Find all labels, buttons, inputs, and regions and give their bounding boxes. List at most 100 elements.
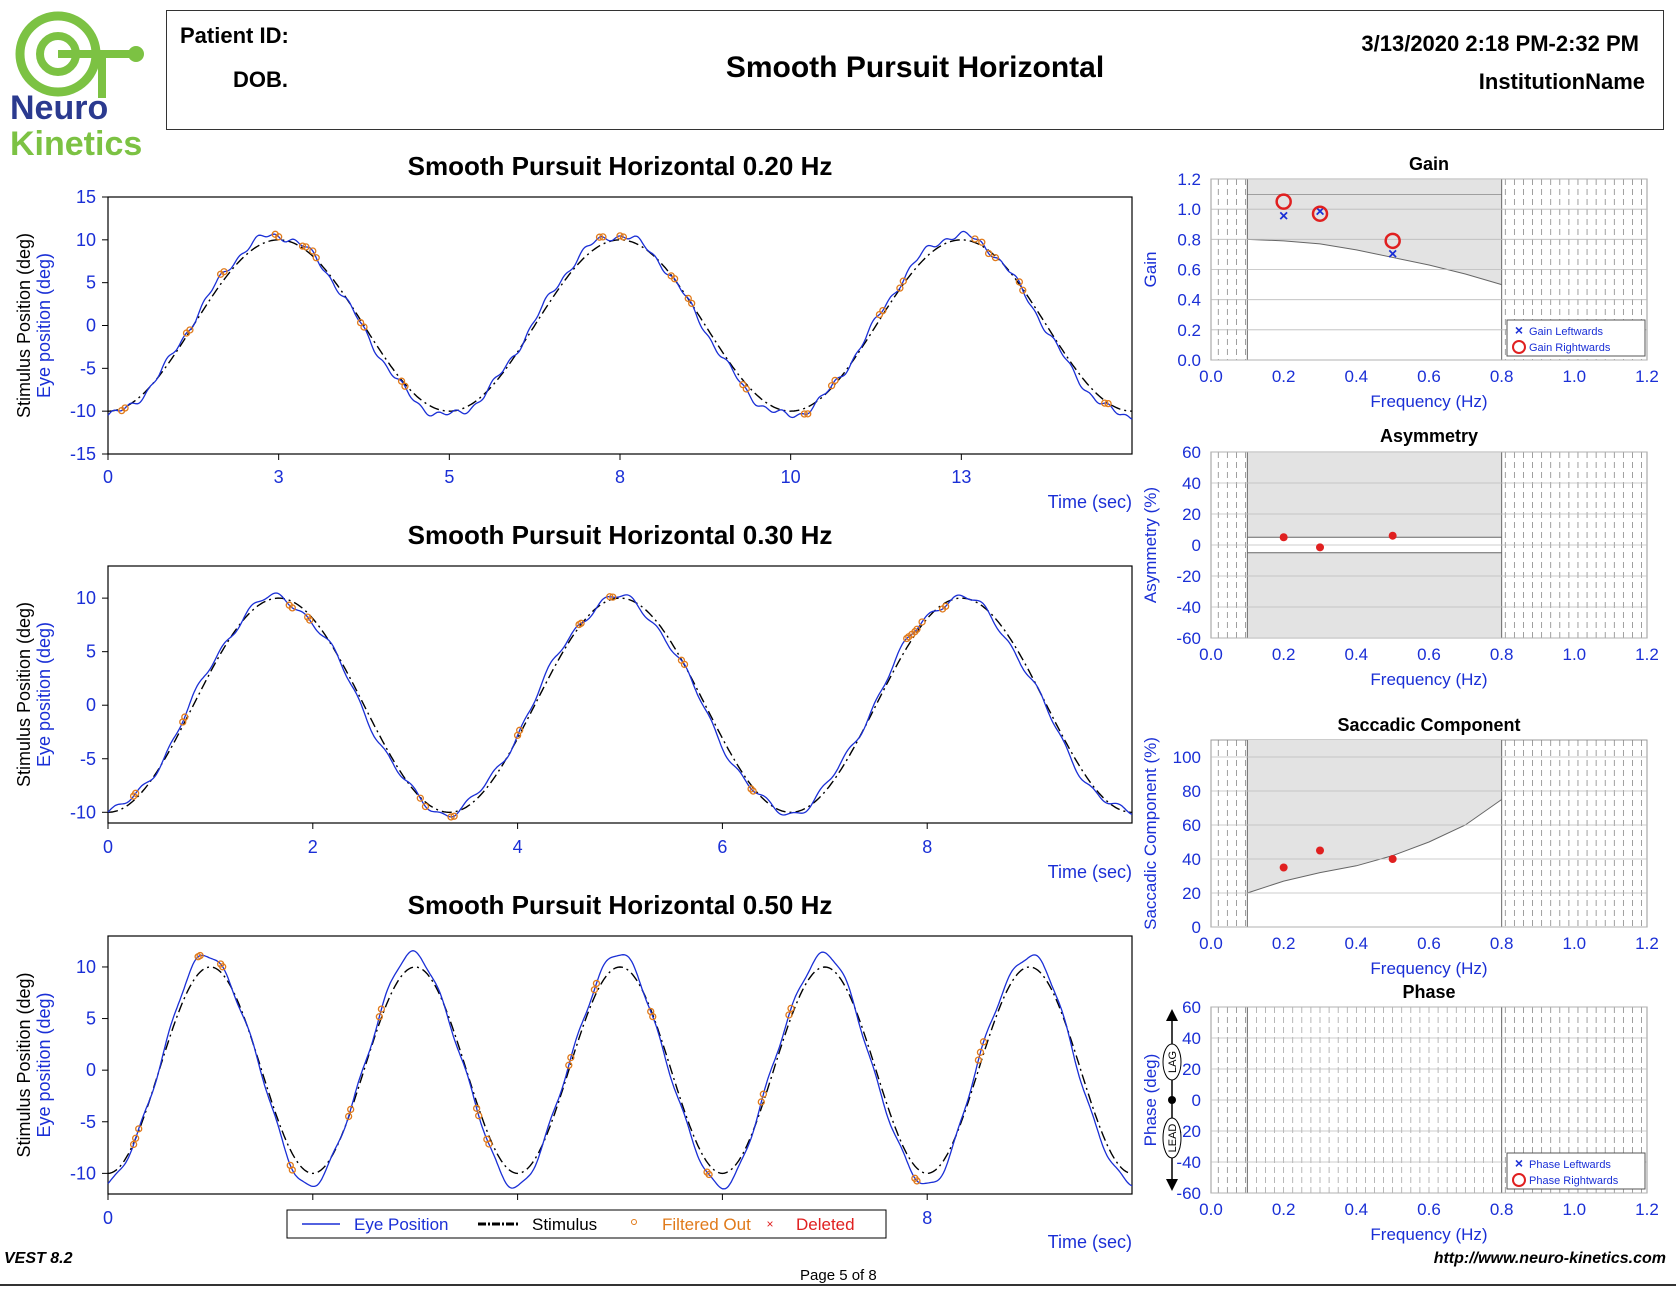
data-point: [1388, 855, 1397, 863]
filtered-out-point: [749, 787, 757, 795]
y-tick-label: -10: [70, 401, 96, 421]
filtered-out-point: [670, 275, 679, 283]
y-tick-label: 1.2: [1177, 170, 1201, 189]
phase-zero-dot: [1168, 1096, 1176, 1104]
x-tick-label: 0: [103, 837, 113, 857]
y-tick-label: 10: [76, 957, 96, 977]
filtered-out-point: [616, 232, 624, 240]
x-tick-label: 1.0: [1563, 1200, 1587, 1219]
filtered-out-point: [515, 726, 524, 734]
logo-line1: Neuro: [10, 89, 109, 127]
arrow-up-icon: [1166, 1009, 1178, 1021]
x-tick-label: 1.2: [1635, 367, 1659, 386]
filtered-out-point: [447, 813, 455, 821]
x-tick-label: 1.2: [1635, 1200, 1659, 1219]
y-tick-label: 0: [86, 1060, 96, 1080]
filtered-out-point: [879, 306, 887, 315]
y-tick-label: -20: [1176, 1122, 1201, 1141]
x-tick-label: 13: [951, 467, 971, 487]
filtered-out-point: [475, 1112, 483, 1120]
data-point: [1316, 846, 1324, 855]
x-axis-label: Frequency (Hz): [1370, 670, 1487, 689]
y-axis-label-eye: Eye position (deg): [34, 622, 54, 767]
upper-shade: [1247, 179, 1502, 195]
legend-deleted-swatch: ×: [766, 1217, 773, 1231]
x-tick-label: 8: [922, 1208, 932, 1228]
y-tick-label: 0.2: [1177, 321, 1201, 340]
filtered-out-point: [747, 785, 755, 793]
chart-title: Smooth Pursuit Horizontal 0.20 Hz: [408, 151, 833, 181]
y-axis-label: Gain: [1141, 252, 1160, 288]
y-axis-label-eye: Eye position (deg): [34, 992, 54, 1137]
y-tick-label: -10: [70, 1163, 96, 1183]
time-chart-sp020: Smooth Pursuit Horizontal 0.20 Hz151050-…: [14, 151, 1133, 512]
summary-title: Asymmetry: [1380, 426, 1478, 446]
filtered-out-point: [1101, 399, 1109, 407]
stimulus-series: [107, 597, 1133, 813]
filtered-out-point: [131, 1134, 140, 1142]
gain-left-point: ×: [1315, 204, 1324, 221]
filtered-out-point: [288, 604, 296, 612]
summary-chart-gain: Gain 0.0 0.2 0.4 0.6 0.8 1.0 1.2 0.0 0.2 0.4 0.6 0.8…: [1141, 154, 1659, 411]
y-tick-label: -5: [80, 358, 96, 378]
filtered-out-point: [978, 238, 986, 246]
y-tick-label: -60: [1176, 629, 1201, 648]
x-axis-label: Time (sec): [1048, 862, 1132, 882]
y-tick-label: 0: [1192, 918, 1201, 937]
y-tick-label: 80: [1182, 782, 1201, 801]
filtered-out-point: [619, 233, 628, 241]
filtered-out-point: [913, 1177, 921, 1185]
filtered-out-point: [416, 794, 424, 802]
x-tick-label: 0.4: [1345, 1200, 1369, 1219]
x-axis-label: Time (sec): [1048, 1232, 1132, 1252]
y-tick-label: 0: [86, 695, 96, 715]
filtered-out-point: [121, 404, 129, 412]
plot-frame: [107, 565, 1133, 824]
y-tick-label: -10: [70, 802, 96, 822]
report-header: Patient ID: DOB. Smooth Pursuit Horizont…: [166, 10, 1664, 130]
y-axis-label-stimulus: Stimulus Position (deg): [14, 233, 34, 418]
logo-line2: Kinetics: [10, 125, 143, 163]
filtered-out-point: [288, 1166, 296, 1174]
legend-right-label: Gain Rightwards: [1529, 342, 1611, 354]
legend-right-swatch: [1512, 1173, 1526, 1187]
filtered-out-point: [302, 243, 310, 251]
abnormal-region: [1247, 740, 1502, 893]
gain-right-point: [1384, 232, 1401, 250]
data-point: [1388, 531, 1397, 540]
filtered-out-point: [298, 242, 307, 250]
filtered-out-point: [312, 254, 320, 262]
legend-left-label: Phase Leftwards: [1529, 1159, 1611, 1171]
filtered-out-point: [831, 376, 839, 385]
y-tick-label: 20: [1182, 1060, 1201, 1079]
x-tick-label: 1.2: [1635, 934, 1659, 953]
y-tick-label: 100: [1173, 748, 1201, 767]
y-tick-label: 0: [1192, 536, 1201, 555]
time-chart-sp050: Smooth Pursuit Horizontal 0.50 Hz 10 5 0 -5 -…: [14, 890, 1133, 1252]
x-axis-label: Frequency (Hz): [1370, 1225, 1487, 1244]
y-tick-label: 1.0: [1177, 200, 1201, 219]
summary-legend: [1506, 1152, 1646, 1190]
gain-right-point: [1275, 193, 1292, 210]
filtered-out-point: [131, 789, 140, 797]
filtered-out-point: [377, 1005, 386, 1013]
legend-right-swatch: [1512, 340, 1526, 354]
filtered-out-point: [649, 1012, 657, 1021]
filtered-out-point: [306, 616, 314, 624]
filtered-out-point: [979, 1038, 988, 1046]
chart-title: Smooth Pursuit Horizontal 0.30 Hz: [408, 520, 833, 550]
filtered-out-point: [974, 1056, 983, 1064]
filtered-out-point: [397, 377, 406, 385]
filtered-out-point: [472, 1104, 481, 1112]
gain-left-point: ×: [1388, 246, 1397, 263]
x-tick-label: 0.8: [1490, 934, 1514, 953]
filtered-out-point: [599, 233, 607, 241]
y-tick-label: 5: [86, 1009, 96, 1029]
filtered-out-point: [565, 1061, 573, 1069]
legend-eye-label: Eye Position: [354, 1215, 449, 1234]
lag-label: LAG: [1167, 1051, 1179, 1073]
filtered-out-point: [309, 247, 317, 255]
y-axis-label-stimulus: Stimulus Position (deg): [14, 972, 34, 1157]
x-tick-label: 1.0: [1563, 367, 1587, 386]
